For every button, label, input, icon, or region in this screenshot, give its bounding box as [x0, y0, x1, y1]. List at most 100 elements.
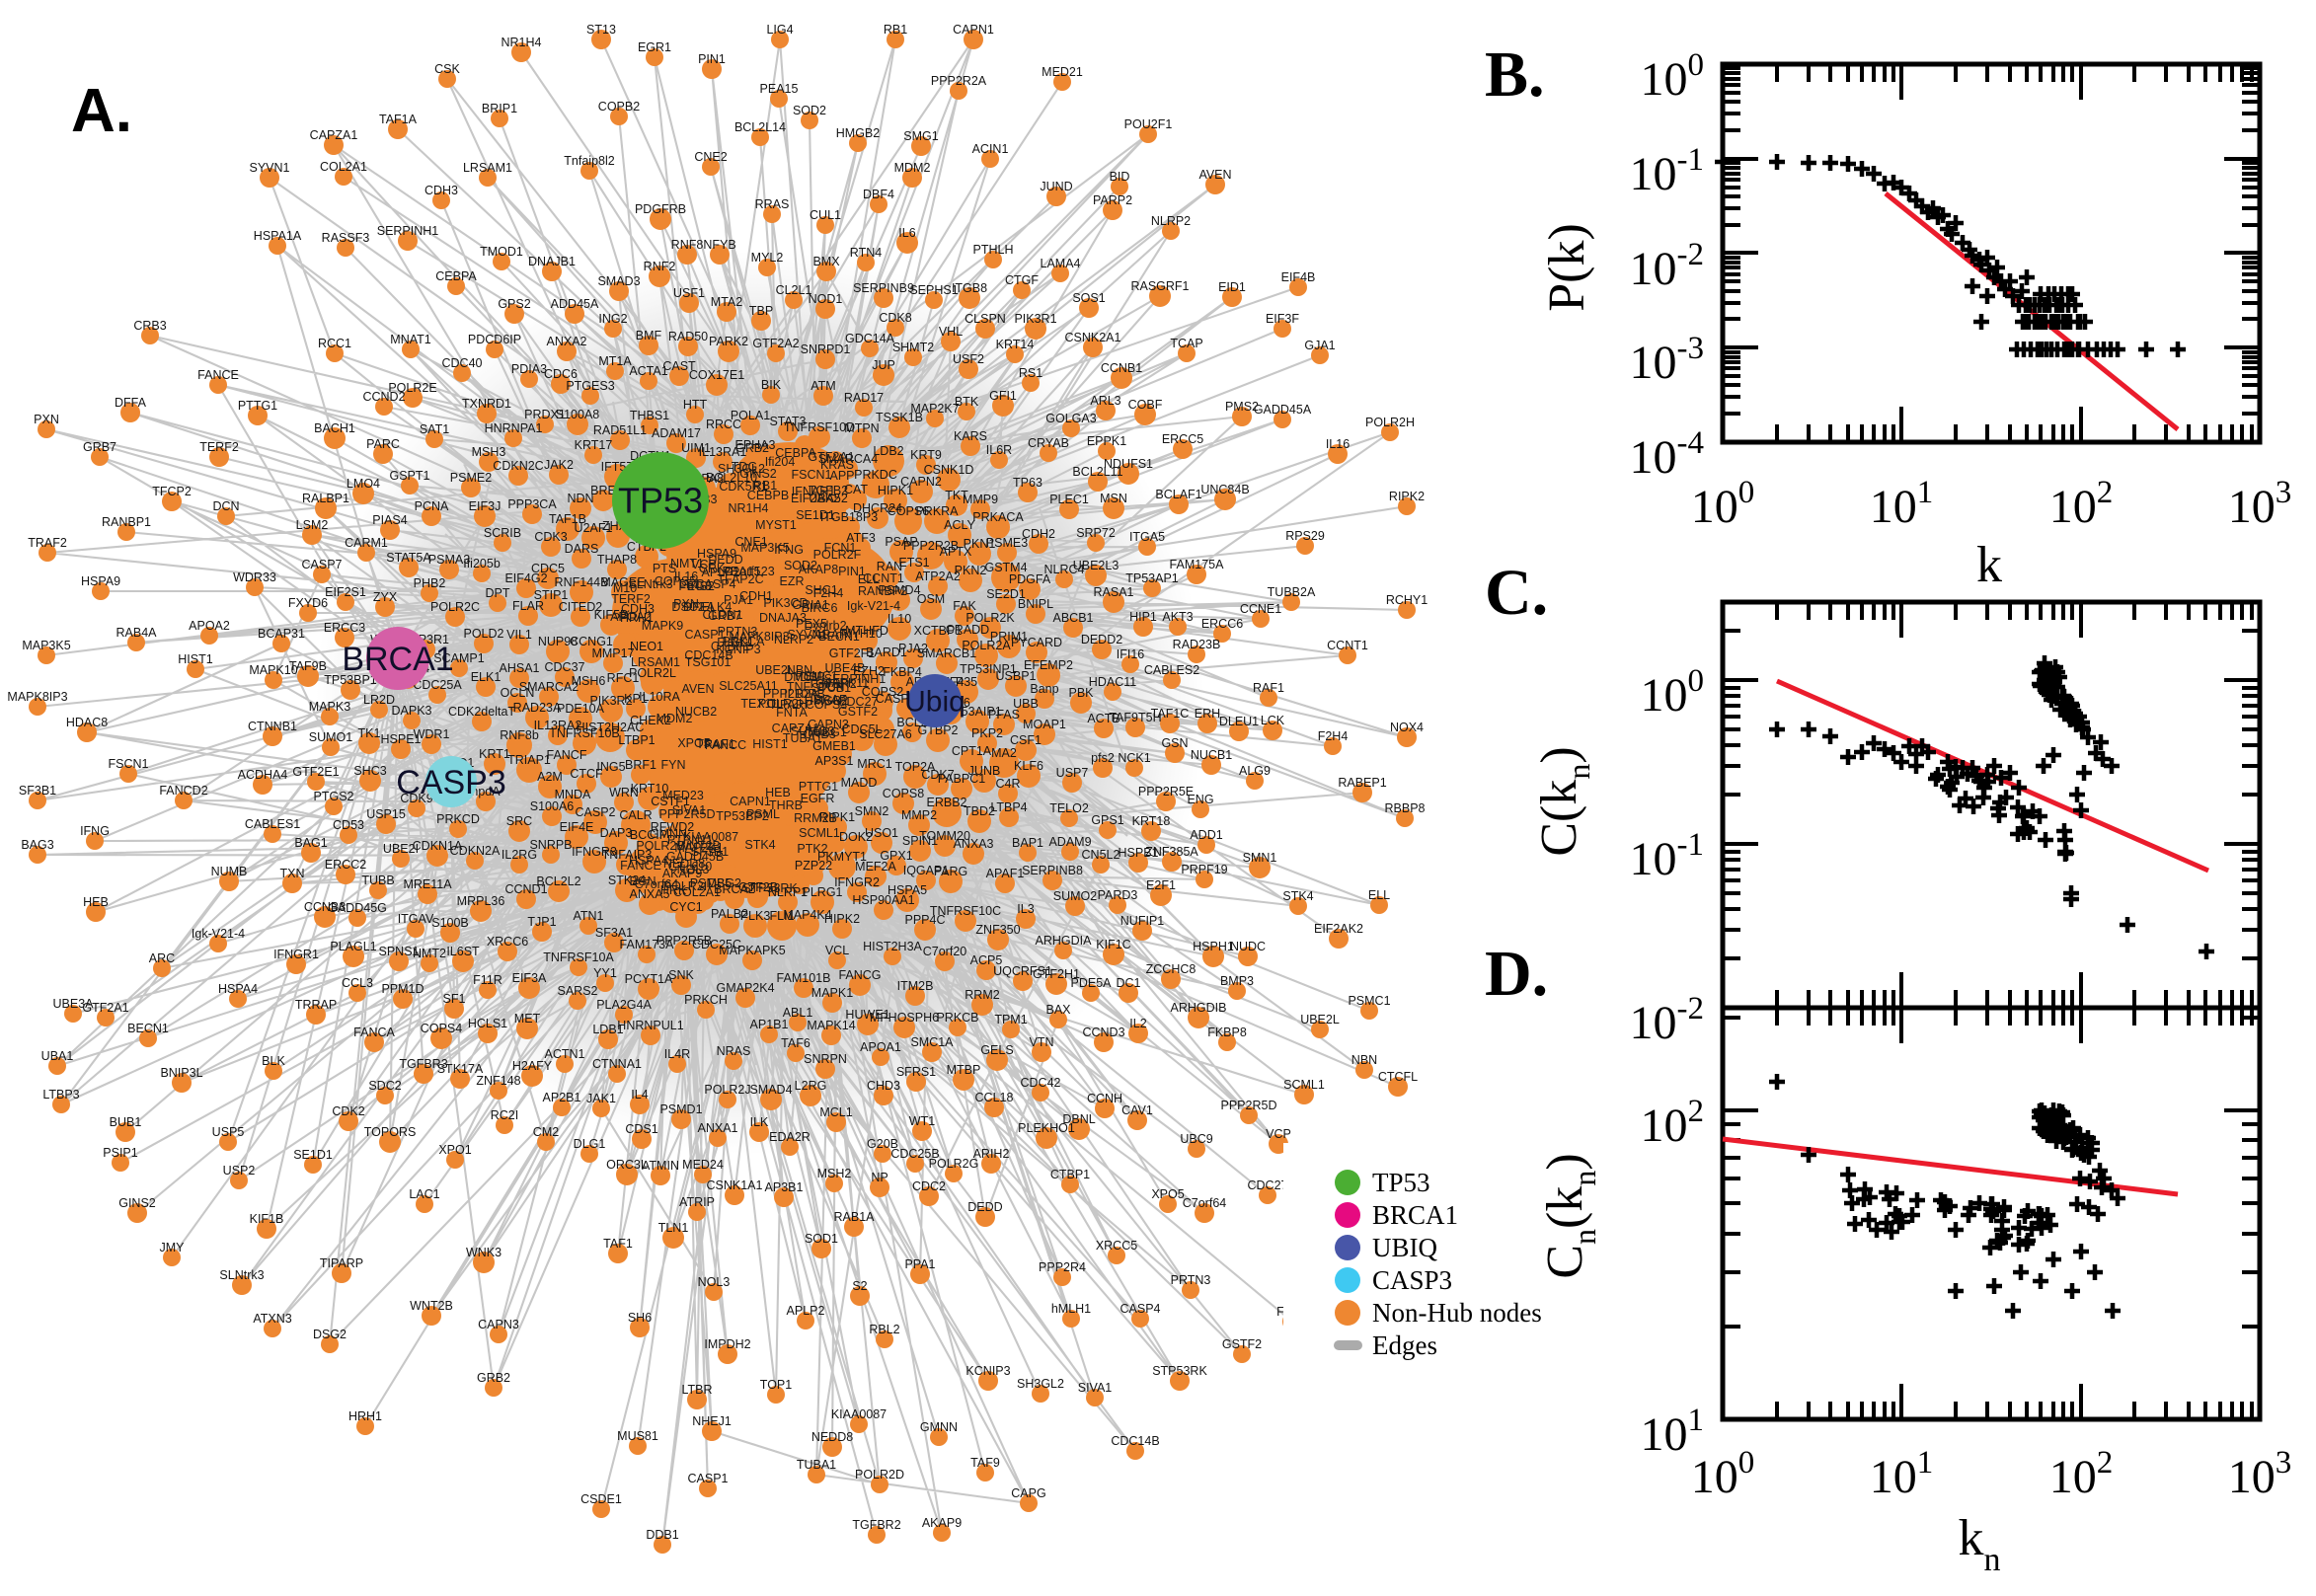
- svg-text:SMAD3: SMAD3: [597, 274, 640, 288]
- svg-text:IL6R: IL6R: [986, 443, 1012, 457]
- svg-text:KIF1B: KIF1B: [250, 1212, 284, 1226]
- svg-text:RRAS: RRAS: [755, 197, 790, 211]
- svg-text:ANXA5: ANXA5: [630, 887, 670, 901]
- svg-text:ANXA2: ANXA2: [547, 335, 587, 348]
- svg-text:TSG101: TSG101: [685, 655, 732, 669]
- svg-text:PARC: PARC: [366, 437, 400, 451]
- svg-text:CAPZA1: CAPZA1: [310, 128, 358, 142]
- svg-text:TDG: TDG: [732, 460, 757, 474]
- svg-text:CDC42: CDC42: [1021, 1076, 1061, 1090]
- svg-text:NUMB: NUMB: [211, 865, 248, 878]
- svg-text:MSH6: MSH6: [572, 674, 606, 688]
- svg-text:NBN: NBN: [787, 663, 812, 677]
- svg-text:HSPE1: HSPE1: [381, 732, 422, 746]
- svg-text:MYST1: MYST1: [755, 518, 797, 532]
- svg-text:ELL: ELL: [858, 572, 880, 586]
- svg-text:LR2D: LR2D: [363, 693, 395, 707]
- svg-text:GOLGA3: GOLGA3: [1045, 412, 1096, 425]
- svg-text:IL10RB: IL10RB: [784, 687, 825, 701]
- svg-text:EZR: EZR: [780, 574, 805, 588]
- svg-text:SPIN1: SPIN1: [902, 834, 938, 848]
- svg-text:PRKRA: PRKRA: [915, 504, 959, 518]
- svg-text:SCML1: SCML1: [799, 826, 840, 840]
- svg-text:PRKCB: PRKCB: [936, 1011, 978, 1025]
- svg-text:IL6: IL6: [898, 226, 915, 240]
- svg-text:PRKCD: PRKCD: [436, 812, 480, 826]
- svg-text:CM2: CM2: [533, 1125, 559, 1139]
- svg-text:MAPK14: MAPK14: [807, 1019, 855, 1032]
- svg-text:TAF9: TAF9: [970, 1456, 1000, 1470]
- svg-text:MMP9: MMP9: [963, 493, 998, 506]
- svg-text:HIST1: HIST1: [178, 652, 212, 666]
- svg-text:STK4: STK4: [1282, 889, 1313, 903]
- svg-text:FLAR: FLAR: [512, 599, 544, 613]
- svg-text:DLG1: DLG1: [574, 1137, 606, 1151]
- svg-text:LTBP4: LTBP4: [990, 800, 1027, 814]
- svg-text:BID: BID: [1110, 170, 1130, 184]
- svg-text:CASP3: CASP3: [396, 764, 506, 801]
- svg-text:ATP2A2: ATP2A2: [915, 570, 961, 583]
- svg-text:CCNH: CCNH: [1087, 1092, 1122, 1105]
- svg-text:IL6ST: IL6ST: [446, 945, 480, 958]
- svg-text:CNE2: CNE2: [694, 150, 727, 164]
- svg-text:HIST2H3A: HIST2H3A: [863, 940, 922, 953]
- svg-text:XPO5: XPO5: [677, 736, 710, 750]
- svg-text:PTHLH: PTHLH: [973, 243, 1014, 257]
- svg-text:10-1: 10-1: [1630, 142, 1705, 200]
- svg-text:D.: D.: [1485, 938, 1548, 1010]
- svg-text:CCNG1: CCNG1: [570, 635, 613, 648]
- svg-text:SOD2: SOD2: [784, 559, 817, 572]
- svg-text:MAPK8IP3: MAPK8IP3: [7, 690, 67, 704]
- svg-text:NP: NP: [871, 1171, 888, 1184]
- svg-text:TBD2: TBD2: [964, 804, 995, 818]
- svg-text:SLC27A6: SLC27A6: [859, 727, 912, 741]
- svg-text:ZNF385A: ZNF385A: [1145, 845, 1198, 859]
- svg-text:UBIQ: UBIQ: [1372, 1233, 1437, 1262]
- svg-text:GRB7: GRB7: [83, 440, 116, 454]
- svg-text:U2AF1: U2AF1: [575, 521, 613, 535]
- svg-text:CALR: CALR: [619, 808, 652, 822]
- svg-text:POLR2D: POLR2D: [855, 1468, 904, 1482]
- svg-text:AP3B1: AP3B1: [765, 1180, 804, 1194]
- svg-text:RCC1: RCC1: [318, 337, 351, 350]
- svg-text:GTF2A1: GTF2A1: [82, 1001, 128, 1015]
- svg-text:PIN1: PIN1: [698, 52, 726, 66]
- svg-text:PEA15: PEA15: [760, 82, 799, 96]
- svg-text:GRB2: GRB2: [735, 441, 769, 455]
- svg-text:EIF4B: EIF4B: [1281, 270, 1316, 284]
- svg-text:MCL1: MCL1: [819, 1105, 852, 1119]
- svg-text:ZCCHC8: ZCCHC8: [1146, 962, 1197, 976]
- svg-text:LE1: LE1: [679, 577, 701, 591]
- svg-text:CL2L1: CL2L1: [776, 283, 812, 297]
- svg-text:CLSPN: CLSPN: [965, 312, 1006, 326]
- svg-text:TP53BP1: TP53BP1: [324, 673, 377, 687]
- svg-text:PCYT1A: PCYT1A: [625, 972, 673, 986]
- svg-text:WNT2B: WNT2B: [410, 1299, 453, 1313]
- svg-text:FCN1: FCN1: [824, 541, 857, 555]
- svg-text:NLRP2: NLRP2: [774, 633, 813, 646]
- svg-text:ZNF148: ZNF148: [476, 1074, 520, 1088]
- svg-text:SF1: SF1: [443, 992, 466, 1006]
- svg-text:CARM1: CARM1: [345, 536, 388, 550]
- svg-text:PDE5A: PDE5A: [1071, 976, 1113, 990]
- svg-text:DCN: DCN: [817, 680, 844, 694]
- svg-text:YY1: YY1: [593, 966, 617, 980]
- svg-text:HNRNPA1: HNRNPA1: [485, 421, 543, 435]
- svg-text:PIK3CD: PIK3CD: [763, 596, 808, 610]
- svg-text:GTF2A2: GTF2A2: [752, 337, 799, 350]
- svg-text:LCK: LCK: [1261, 714, 1285, 727]
- svg-text:CABLES2: CABLES2: [1144, 663, 1199, 677]
- svg-text:CCNB1: CCNB1: [1101, 361, 1142, 375]
- svg-text:C4R: C4R: [995, 777, 1020, 791]
- svg-text:PARK2: PARK2: [709, 335, 748, 348]
- svg-text:TFAP2C: TFAP2C: [717, 572, 763, 586]
- svg-text:BMF: BMF: [636, 329, 662, 342]
- svg-text:ERCC6: ERCC6: [1201, 617, 1243, 631]
- svg-text:PRKDC: PRKDC: [854, 468, 897, 482]
- svg-text:IL4: IL4: [631, 1088, 648, 1102]
- svg-text:ATRIP: ATRIP: [679, 1195, 715, 1209]
- svg-text:A2M: A2M: [537, 770, 563, 784]
- svg-text:STAT3: STAT3: [769, 415, 806, 428]
- svg-text:AKAP8: AKAP8: [799, 563, 838, 576]
- svg-text:S100A6: S100A6: [530, 799, 575, 813]
